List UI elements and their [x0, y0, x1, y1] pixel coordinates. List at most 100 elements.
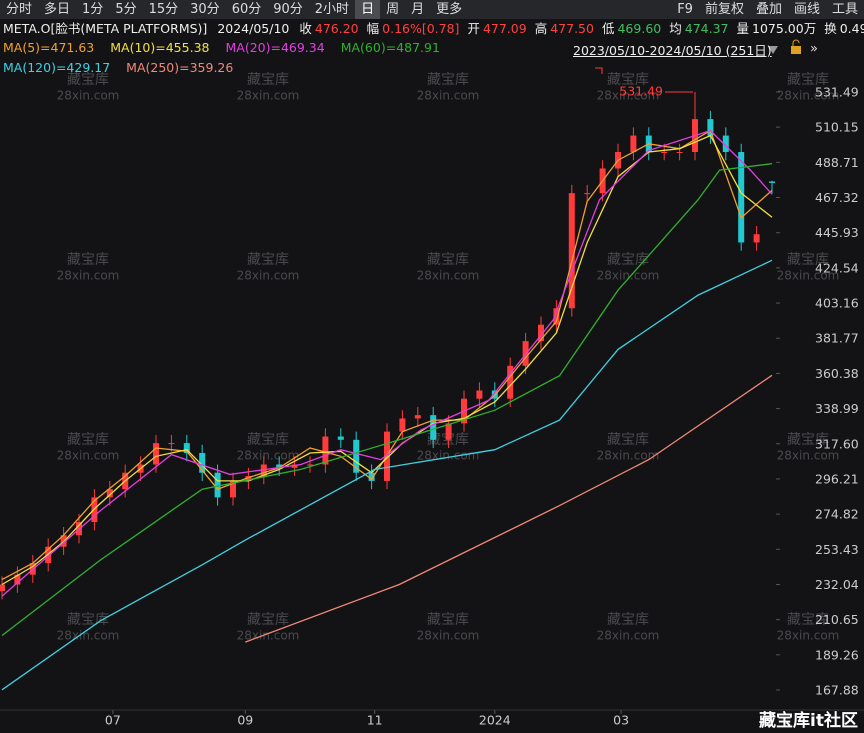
candle-body	[445, 423, 452, 440]
ma-legend: MA(5)=471.63 MA(10)=455.38 MA(20)=469.34 MA…	[3, 40, 456, 55]
legend-entry: MA(5)=471.63	[3, 40, 95, 55]
x-tick-label: 11	[367, 713, 383, 728]
ma-legend: MA(120)=429.17 MA(250)=359.26	[3, 60, 249, 75]
ma-line	[245, 374, 773, 643]
watermark: 28xin.com	[597, 269, 660, 283]
tab[interactable]: 叠加	[755, 2, 782, 17]
y-tick-label: 317.60	[815, 436, 859, 451]
y-tick-label: 232.04	[815, 577, 859, 592]
tab[interactable]: 更多	[436, 2, 463, 17]
watermark: 藏宝库	[787, 432, 829, 448]
candle-body	[276, 464, 283, 468]
watermark: 藏宝库	[247, 432, 289, 448]
watermark: 藏宝库	[607, 252, 649, 268]
tab[interactable]: 2小时	[314, 2, 350, 17]
x-tick-label: 03	[613, 713, 629, 728]
candle-body	[430, 415, 437, 440]
legend-entry: MA(120)=429.17	[3, 60, 111, 75]
legend-entry: MA(20)=469.34	[225, 40, 325, 55]
watermark: 藏宝库	[67, 612, 109, 628]
watermark: 藏宝库	[247, 612, 289, 628]
candle-body	[183, 443, 190, 453]
candle-body	[476, 390, 483, 399]
field-value: 1075.00万	[752, 21, 817, 36]
range-label[interactable]: 2023/05/10-2024/05/10 (251日)	[573, 43, 772, 58]
y-tick-label: 424.54	[815, 260, 859, 275]
y-tick-label: 381.77	[815, 331, 859, 346]
y-tick-label: 445.93	[815, 225, 859, 240]
y-tick-label: 360.38	[815, 366, 859, 381]
y-tick-label: 338.99	[815, 401, 859, 416]
tab[interactable]: 月	[411, 2, 425, 17]
candle-body	[553, 308, 560, 325]
candle-body	[337, 436, 344, 440]
candle-body	[676, 152, 683, 154]
watermark: 28xin.com	[57, 269, 120, 283]
tab[interactable]: 15分	[148, 2, 179, 17]
watermark: 28xin.com	[237, 629, 300, 643]
field-label: 高	[534, 21, 548, 36]
watermark: 藏宝库	[427, 432, 469, 448]
watermark: 藏宝库	[787, 612, 829, 628]
field-value: 0.16%[0.78]	[382, 21, 460, 36]
field-label: 换	[824, 21, 837, 36]
candle-body	[584, 193, 591, 195]
field-value: 474.37	[684, 21, 729, 36]
field-label: 收	[299, 21, 312, 36]
candle-body	[199, 452, 206, 473]
y-tick-label: 210.65	[815, 612, 859, 627]
watermark: 28xin.com	[417, 89, 480, 103]
more-icon[interactable]: »	[810, 42, 818, 57]
x-tick-label: 09	[237, 713, 253, 728]
tab[interactable]: 60分	[231, 2, 262, 17]
annotation: 531.49	[619, 84, 663, 99]
tab[interactable]: 多日	[44, 2, 71, 17]
watermark: 28xin.com	[237, 449, 300, 463]
y-tick-label: 253.43	[815, 542, 859, 557]
candle-body	[414, 415, 421, 419]
tab[interactable]: 90分	[273, 2, 303, 17]
tab[interactable]: 日	[355, 0, 381, 19]
field-label: 开	[467, 21, 480, 36]
y-tick-label: 467.32	[815, 190, 859, 205]
candle-body	[214, 472, 221, 498]
tab[interactable]: 5分	[115, 2, 137, 17]
tab[interactable]: 1分	[82, 2, 104, 17]
date: 2024/05/10	[217, 21, 290, 36]
tab[interactable]: 周	[386, 2, 400, 17]
ma-line	[1, 129, 773, 581]
legend-entry: MA(250)=359.26	[126, 60, 234, 75]
candle-body	[14, 574, 21, 585]
y-tick-label: 274.82	[815, 507, 859, 522]
y-tick-label: 510.15	[815, 120, 859, 135]
candle-body	[353, 439, 360, 473]
watermark: 28xin.com	[597, 629, 660, 643]
ma-line	[1, 129, 773, 597]
watermark: 28xin.com	[57, 449, 120, 463]
candle-body	[707, 119, 714, 136]
tab[interactable]: F9	[677, 2, 693, 17]
lock-icon[interactable]	[791, 39, 801, 54]
y-tick-label: 488.71	[815, 155, 859, 170]
x-tick-label: 2024	[479, 713, 511, 728]
legend-entry: MA(10)=455.38	[110, 40, 210, 55]
watermark: 28xin.com	[777, 449, 840, 463]
tab[interactable]: 工具	[831, 2, 858, 17]
field-label: 低	[601, 21, 615, 36]
tab[interactable]: 画线	[793, 2, 820, 17]
tab[interactable]: 前复权	[704, 2, 744, 17]
watermark: 藏宝库	[67, 252, 109, 268]
dropdown[interactable]	[768, 46, 778, 54]
y-tick-label: 189.26	[815, 647, 859, 662]
info-bar: META.O[脸书(META PLATFORMS)] 2024/05/10 收 476…	[3, 20, 864, 38]
candle-body	[322, 436, 329, 465]
watermark: 28xin.com	[237, 269, 300, 283]
watermark: 藏宝库	[247, 72, 289, 88]
tab[interactable]: 30分	[190, 2, 220, 17]
candle-body	[399, 418, 406, 432]
watermark: 28xin.com	[57, 629, 120, 643]
tab[interactable]: 分时	[6, 2, 33, 17]
candle-body	[153, 443, 159, 465]
